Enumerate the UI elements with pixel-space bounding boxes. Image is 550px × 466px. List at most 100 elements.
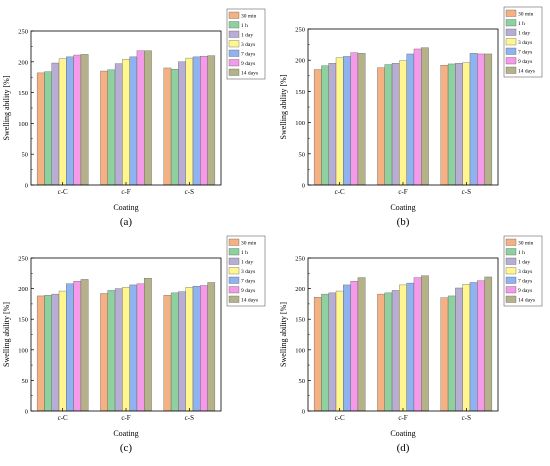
legend-swatch [505,257,517,265]
legend-entry: 7 days [241,279,255,285]
legend-entry: 1 h [241,250,248,256]
legend-entry: 30 min [241,14,257,20]
bar-c-S-1-day [178,61,186,186]
legend: 30 min 1 h 1 day 3 days 7 days 9 days 14 days [226,235,266,307]
bar-c-S-1-day [178,291,186,412]
y-axis-label: Swelling ability [%] [2,302,11,367]
bar-c-C-14-days [80,279,89,412]
bar-c-S-3-days [462,62,471,186]
legend-swatch [505,9,517,17]
y-tick-label: 200 [18,286,28,293]
legend-entry: 1 day [518,31,530,37]
legend-entry: 9 days [241,61,255,67]
legend-entry: 3 days [241,42,255,48]
legend-swatch [505,248,517,256]
legend-swatch [228,286,240,294]
bar-c-F-9-days [136,50,145,186]
legend-swatch [228,257,240,265]
bar-c-S-30-min [163,67,172,186]
chart-panel-2: 0 50 100 150 200 250 c-C c-F c-S Coating Swelling … [279,6,543,228]
chart-panel-3: 0 50 100 150 200 250 c-C c-F c-S Coating Swelling … [2,235,266,454]
legend-entry: 14 days [241,71,258,77]
x-tick-label: c-S [185,188,194,196]
bar-c-C-1-day [328,63,337,186]
bar-c-C-9-days [73,54,82,186]
legend-swatch [228,21,240,29]
bar-c-F-3-days [399,60,407,186]
legend-entry: 30 min [241,241,257,247]
legend-swatch [228,11,240,19]
legend-swatch [228,59,240,67]
legend-entry: 1 h [518,21,525,27]
bar-c-C-7-days [66,56,74,186]
y-tick-label: 250 [295,27,305,34]
legend-entry: 9 days [518,59,532,65]
bar-c-F-30-min [377,67,385,186]
bar-c-F-3-days [399,284,407,412]
legend-entry: 3 days [518,269,532,275]
bar-c-C-9-days [350,52,359,186]
y-tick-label: 0 [25,183,28,190]
panel-label: (b) [397,216,410,228]
bar-c-F-30-min [100,293,108,412]
bar-c-S-1-h [170,69,179,186]
bar-c-S-1-day [455,287,463,412]
legend-swatch [505,28,517,36]
legend-swatch [505,66,517,74]
bar-c-C-9-days [350,281,359,412]
legend-entry: 3 days [241,269,255,275]
legend-entry: 30 min [518,241,534,247]
legend-entry: 1 h [518,250,525,256]
legend-entry: 1 day [241,260,253,266]
bar-c-F-1-h [384,64,393,186]
x-tick-label: c-F [398,414,407,422]
bar-c-C-30-min [313,296,322,412]
bar-c-S-1-h [447,63,456,186]
legend: 30 min 1 h 1 day 3 days 7 days 9 days 14 days [226,8,266,80]
y-tick-label: 0 [302,409,305,416]
bar-c-S-3-days [462,284,471,412]
panel-label: (d) [397,442,410,454]
bar-c-S-7-days [192,285,201,412]
bar-c-S-1-h [170,292,179,412]
chart-panel-4: 0 50 100 150 200 250 c-C c-F c-S Coating Swelling … [279,235,543,454]
panel-label: (c) [120,442,133,454]
bar-c-C-3-days [335,57,344,186]
legend-entry: 14 days [241,298,258,304]
legend-swatch [228,40,240,48]
x-tick-label: c-C [335,188,345,196]
y-tick-label: 100 [295,120,305,127]
legend-entry: 1 h [241,23,248,29]
legend: 30 min 1 h 1 day 3 days 7 days 9 days 14 days [503,235,543,307]
x-tick-label: c-C [58,188,68,196]
legend-swatch [505,267,517,275]
bar-c-S-3-days [185,57,194,186]
y-tick-label: 100 [18,121,28,128]
bar-c-F-14-days [144,278,152,412]
bar-c-C-7-days [66,283,74,412]
bar-c-S-9-days [200,56,208,186]
bar-c-S-1-h [447,295,456,412]
legend-entry: 3 days [518,40,532,46]
bar-c-C-14-days [357,277,366,412]
legend-entry: 9 days [241,288,255,294]
bar-c-S-7-days [469,53,478,186]
y-tick-label: 200 [295,58,305,65]
x-axis-label: Coating [113,203,138,212]
bar-c-C-30-min [36,295,45,412]
y-tick-label: 150 [18,317,28,324]
legend: 30 min 1 h 1 day 3 days 7 days 9 days 14 days [503,6,543,78]
bar-c-C-9-days [73,281,82,412]
x-tick-label: c-S [462,188,471,196]
legend-entry: 7 days [241,52,255,58]
y-tick-label: 100 [295,347,305,354]
bar-c-S-30-min [440,297,449,412]
bar-c-S-1-day [455,63,463,186]
bar-c-F-1-day [391,63,400,186]
bar-c-F-7-days [129,284,138,412]
bar-c-F-30-min [377,293,385,412]
bar-c-F-14-days [421,275,429,412]
bar-c-C-1-day [51,293,60,412]
legend-swatch [505,276,517,284]
panel-label: (a) [120,216,133,228]
